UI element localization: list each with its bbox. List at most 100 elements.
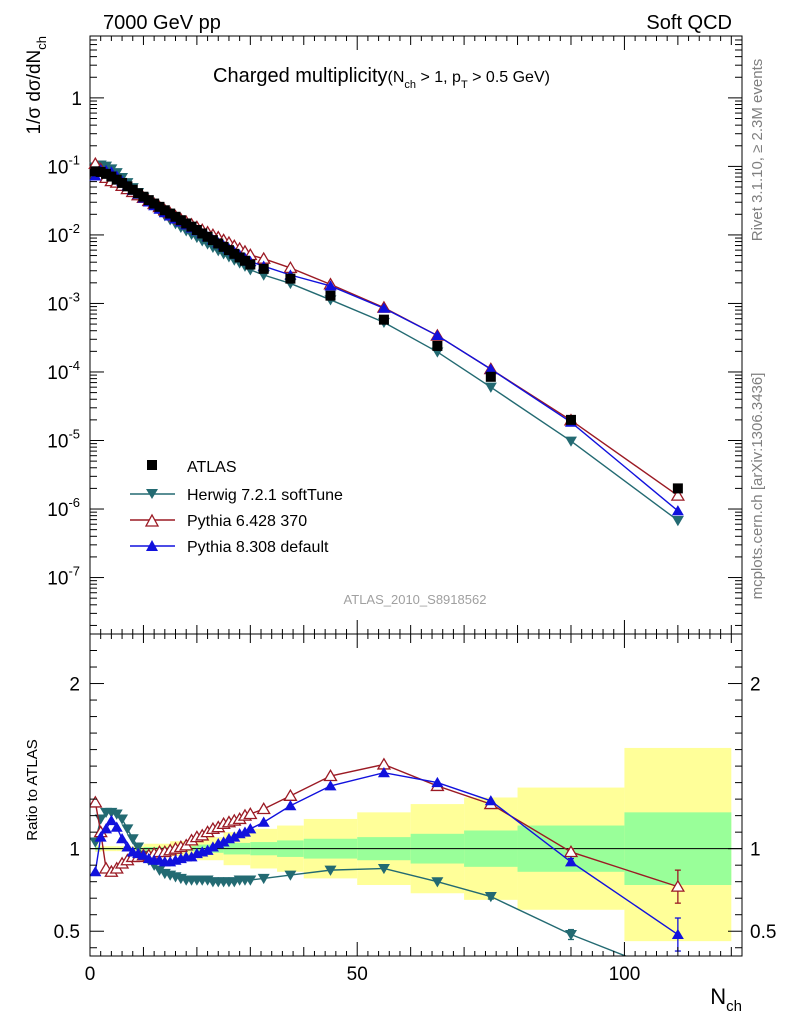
- main-data-point: [122, 181, 133, 192]
- ratio-series-group: [90, 757, 686, 956]
- main-series-layer: [88, 156, 686, 527]
- main-y-tick-label: 10-1: [47, 152, 80, 178]
- legend-label-atlas: ATLAS: [187, 459, 237, 476]
- main-y-tick-label: 10-3: [47, 289, 80, 315]
- main-ylabel: 1/σ dσ/dNch: [24, 36, 49, 134]
- main-data-point: [431, 329, 444, 341]
- ratio-data-point: [283, 788, 298, 801]
- main-data-point: [218, 241, 229, 252]
- main-data-point: [378, 314, 389, 325]
- main-data-point: [213, 238, 224, 249]
- legend-label-pythia6: Pythia 6.428 370: [187, 513, 307, 530]
- main-data-point: [239, 255, 250, 266]
- x-tick-label: 50: [347, 964, 368, 985]
- main-data-point: [106, 171, 117, 182]
- main-data-point: [223, 245, 234, 256]
- x-tick-label: 0: [85, 964, 96, 985]
- main-data-point: [170, 211, 181, 222]
- legend-marker-pythia6: [144, 513, 160, 527]
- ratio-axis-ticks: 0 50 100 0.5 0.5 1 1 2 2: [54, 634, 776, 985]
- ratio-data-point: [256, 802, 271, 815]
- main-data-point: [95, 166, 106, 177]
- legend-label-pythia8: Pythia 8.308 default: [187, 539, 329, 556]
- main-data-point: [207, 235, 218, 246]
- x-axis-label: Nch: [710, 984, 742, 1015]
- legend-marker-pythia8: [146, 540, 158, 551]
- ratio-data-point: [484, 892, 497, 903]
- ratio-data-point: [121, 841, 134, 852]
- main-series-line: [94, 163, 679, 497]
- main-data-point: [133, 188, 144, 199]
- main-data-point: [285, 273, 296, 284]
- ratio-data-point: [126, 834, 139, 845]
- ratio-data-point: [121, 824, 134, 835]
- ratio-ylabel: Ratio to ATLAS: [24, 739, 41, 840]
- main-data-point: [159, 205, 170, 216]
- ratio-data-point: [105, 814, 118, 826]
- ratio-y-tick-label: 2: [69, 675, 80, 696]
- ratio-y-tick-label: 0.5: [54, 922, 80, 943]
- main-data-point: [564, 436, 577, 447]
- legend-marker-herwig: [146, 489, 158, 499]
- main-y-tick-label: 1: [71, 89, 82, 110]
- legend-marker-atlas: [147, 460, 157, 470]
- ratio-data-point: [324, 865, 337, 876]
- ratio-y-tick-label-right: 1: [750, 840, 761, 861]
- main-data-point: [671, 515, 684, 527]
- ratio-data-point: [257, 873, 270, 885]
- main-data-point: [485, 371, 496, 382]
- chart-title: Charged multiplicity(Nch > 1, pT > 0.5 G…: [213, 65, 550, 91]
- ratio-data-point: [671, 928, 684, 940]
- main-y-tick-label: 10-5: [47, 426, 80, 452]
- main-y-tick-label: 10-6: [47, 495, 80, 521]
- main-data-point: [671, 505, 684, 516]
- main-data-point: [377, 302, 390, 313]
- ratio-y-tick-label-right: 0.5: [750, 922, 776, 943]
- main-data-point: [484, 382, 497, 393]
- rivet-version-label: Rivet 3.1.10, ≥ 2.3M events: [749, 59, 766, 242]
- ratio-series-layer: [90, 757, 686, 956]
- ratio-data-point: [153, 865, 166, 876]
- main-data-point: [325, 290, 336, 301]
- ratio-data-point: [484, 795, 497, 806]
- ratio-y-tick-label-right: 2: [750, 675, 761, 696]
- legend-label-herwig: Herwig 7.2.1 softTune: [187, 487, 343, 504]
- ratio-data-point: [90, 795, 103, 808]
- main-data-point: [181, 218, 192, 229]
- mcplots-label: mcplots.cern.ch [arXiv:1306.3436]: [749, 373, 766, 600]
- ratio-data-point: [132, 842, 145, 853]
- ratio-data-point: [670, 879, 686, 892]
- main-data-point: [165, 208, 176, 219]
- ratio-data-point: [244, 875, 257, 886]
- main-data-point: [186, 221, 197, 232]
- main-data-point: [111, 174, 122, 185]
- main-data-point: [324, 280, 337, 291]
- ratio-data-point: [377, 767, 390, 778]
- ratio-y-tick-label: 1: [69, 840, 80, 861]
- main-y-tick-label: 10-2: [47, 221, 80, 247]
- main-data-point: [175, 215, 186, 226]
- main-data-point: [90, 166, 101, 177]
- x-tick-label: 100: [609, 964, 641, 985]
- category-label: Soft QCD: [646, 12, 732, 34]
- ratio-data-point: [284, 800, 297, 811]
- main-data-point: [234, 252, 245, 263]
- ratio-data-point: [185, 851, 198, 862]
- main-data-point: [670, 488, 686, 501]
- main-data-point: [117, 177, 128, 188]
- ratio-data-point: [116, 814, 129, 825]
- ratio-data-point: [431, 877, 444, 888]
- main-data-point: [672, 483, 683, 494]
- ratio-data-point: [377, 863, 390, 875]
- main-y-tick-label: 10-4: [47, 358, 80, 384]
- main-data-point: [101, 168, 112, 179]
- ratio-data-point: [257, 816, 270, 827]
- main-data-point: [197, 228, 208, 239]
- ratio-data-point: [324, 780, 337, 791]
- ratio-data-point: [94, 831, 107, 842]
- energy-label: 7000 GeV pp: [103, 12, 221, 34]
- ratio-data-point: [90, 866, 102, 877]
- ratio-data-point: [116, 833, 129, 844]
- ratio-data-point: [110, 821, 123, 832]
- main-data-point: [245, 259, 256, 270]
